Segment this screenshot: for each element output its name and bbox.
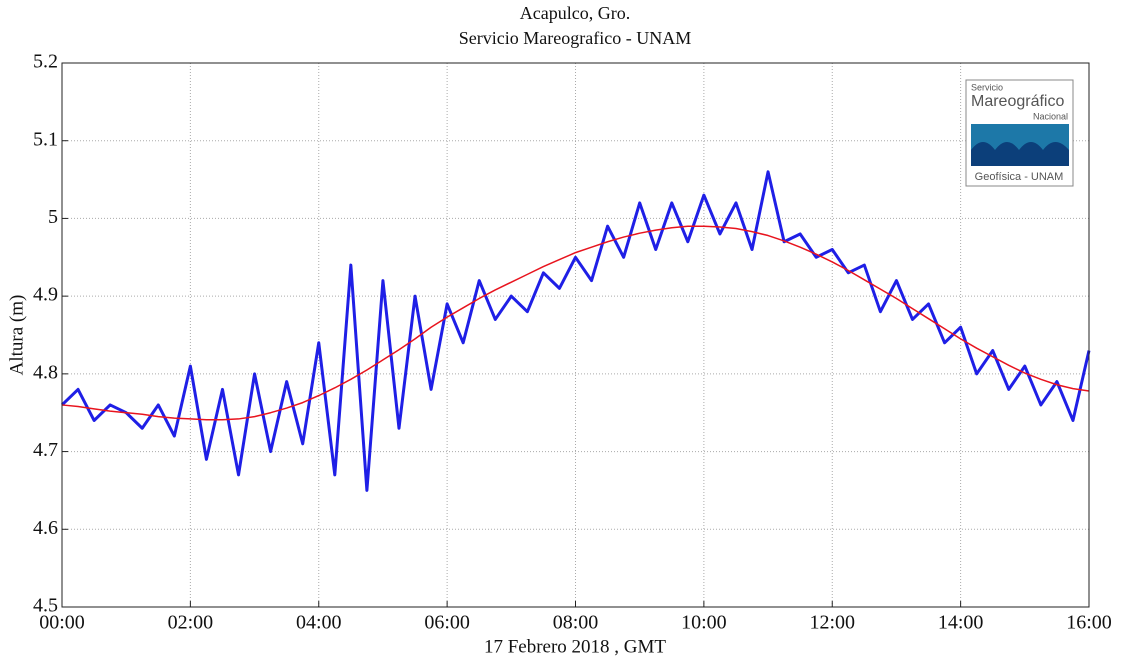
x-tick-label: 10:00 <box>681 612 727 634</box>
logo-text: Mareográfico <box>971 93 1064 110</box>
y-tick-label: 5.1 <box>33 128 58 150</box>
series-line <box>60 170 1091 492</box>
logo: Servicio Mareográfico Nacional Geofísica… <box>965 79 1074 187</box>
y-tick-label: 5.2 <box>33 51 58 73</box>
y-tick-label: 5 <box>48 206 58 228</box>
x-tick-label: 16:00 <box>1066 612 1112 634</box>
logo-text: Servicio <box>971 82 1003 92</box>
x-tick-label: 04:00 <box>296 612 342 634</box>
logo-text: Geofísica - UNAM <box>975 171 1064 183</box>
x-tick-label: 00:00 <box>39 612 85 634</box>
y-tick-label: 4.6 <box>33 517 58 539</box>
x-tick-label: 14:00 <box>938 612 984 634</box>
chart-subtitle: Servicio Mareografico - UNAM <box>459 28 691 48</box>
x-tick-label: 08:00 <box>553 612 599 634</box>
x-axis-label: 17 Febrero 2018 , GMT <box>484 636 666 657</box>
series-line <box>61 225 1090 421</box>
x-tick-label: 02:00 <box>168 612 214 634</box>
logo-waves <box>971 142 1069 166</box>
x-tick-label: 12:00 <box>809 612 855 634</box>
logo-text: Nacional <box>1033 111 1068 121</box>
x-tick-label: 06:00 <box>424 612 470 634</box>
chart-title: Acapulco, Gro. <box>520 3 630 23</box>
plot-frame <box>61 62 1090 608</box>
y-axis-label: Altura (m) <box>6 295 27 376</box>
y-tick-label: 4.5 <box>33 595 58 617</box>
y-tick-label: 4.7 <box>33 439 58 461</box>
y-tick-label: 4.8 <box>33 361 58 383</box>
y-tick-label: 4.9 <box>33 284 58 306</box>
